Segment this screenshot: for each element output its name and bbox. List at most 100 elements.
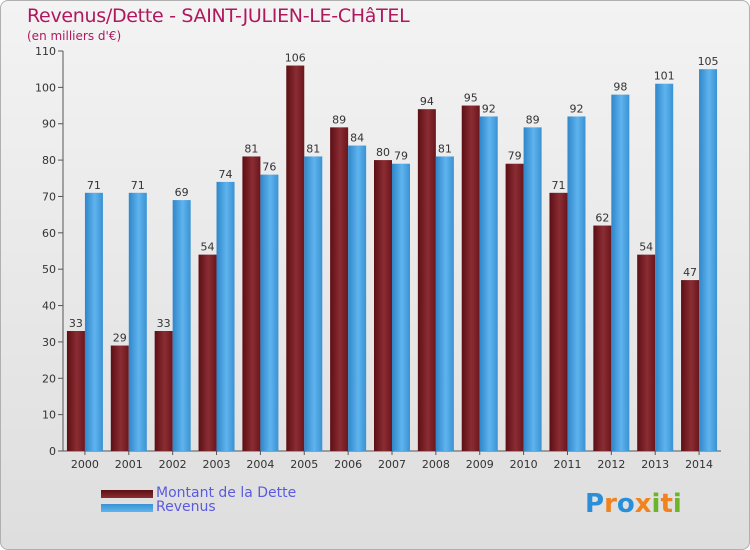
bar-revenus [435,156,454,452]
x-tick-label: 2002 [159,458,187,471]
bar-dette [110,345,129,451]
y-tick-label: 50 [42,263,56,276]
x-tick-label: 2000 [71,458,99,471]
bar-revenus [611,94,630,452]
data-label: 81 [244,142,258,155]
data-label: 33 [69,317,83,330]
legend-label-revenus: Revenus [156,499,216,515]
data-label: 95 [464,92,478,105]
bar-revenus [348,145,367,451]
data-label: 81 [306,142,320,155]
x-tick-label: 2009 [466,458,494,471]
bar-revenus [392,163,410,451]
bars [66,65,718,452]
data-label: 81 [438,142,452,155]
data-label: 79 [508,150,522,163]
logo-letter: i [672,489,682,519]
y-tick-label: 100 [35,81,56,94]
y-tick-label: 70 [42,190,56,203]
data-label: 71 [551,179,565,192]
y-tick-label: 60 [42,227,56,240]
bar-dette [461,105,480,451]
bar-revenus [172,200,191,451]
chart-subtitle: (en milliers d'€) [27,29,122,43]
bar-revenus [567,116,586,452]
logo-letter: o [616,489,635,519]
bar-revenus [699,69,718,451]
y-tick-label: 0 [49,445,56,458]
y-tick-label: 90 [42,118,56,131]
bar-dette [681,280,700,451]
y-tick-label: 20 [42,372,56,385]
y-tick-label: 30 [42,336,56,349]
data-label: 76 [262,161,276,174]
data-label: 98 [613,81,627,94]
x-tick-label: 2007 [378,458,406,471]
x-tick-label: 2012 [597,458,625,471]
legend-label-dette: Montant de la Dette [156,485,297,501]
bar-revenus [216,181,235,451]
data-label: 54 [639,241,653,254]
x-tick-label: 2008 [422,458,450,471]
data-labels: 33 71 29 71 33 69 54 74 81 76 106 81 89 84 80 79 94 81 95 9… [69,52,719,345]
x-tick-label: 2004 [246,458,274,471]
bar-dette [374,160,392,451]
bar-dette [505,163,524,451]
bar-revenus [128,192,147,451]
y-tick-label: 10 [42,409,56,422]
data-label: 106 [285,52,306,65]
bar-dette [154,331,173,451]
data-label: 92 [482,102,496,115]
bar-dette [242,156,261,452]
bar-dette [549,192,568,451]
legend-swatch-dette [101,490,153,498]
bar-dette [330,127,349,451]
bar-revenus [304,156,323,452]
bar-revenus [479,116,498,452]
data-label: 101 [654,70,675,83]
bar-dette [593,225,612,451]
bar-revenus [523,127,542,451]
data-label: 89 [332,113,346,126]
data-label: 89 [526,113,540,126]
y-tick-label: 110 [35,45,56,58]
bar-revenus [84,192,103,451]
bar-revenus [260,174,279,452]
bar-dette [286,65,305,451]
x-tick-label: 2013 [641,458,669,471]
data-label: 94 [420,95,434,108]
bar-dette [417,109,436,451]
x-tick-label: 2011 [553,458,581,471]
data-label: 33 [157,317,171,330]
data-label: 29 [113,332,127,345]
y-tick-label: 80 [42,154,56,167]
x-tick-label: 2001 [115,458,143,471]
data-label: 54 [201,241,215,254]
bar-dette [198,254,217,451]
y-tick-label: 40 [42,300,56,313]
chart-title: Revenus/Dette - SAINT-JULIEN-LE-CHâTEL [27,5,410,27]
data-label: 105 [698,55,719,68]
data-label: 47 [683,266,697,279]
data-label: 71 [87,179,101,192]
logo-letter: P [585,489,605,519]
data-label: 79 [394,150,408,163]
logo-letter: t [660,489,673,519]
bar-dette [66,331,85,451]
bar-dette [637,254,656,451]
bar-revenus [655,83,674,452]
data-label: 92 [569,102,583,115]
legend-swatch-revenus [101,504,153,512]
logo-letter: i [651,489,661,519]
data-label: 84 [350,132,364,145]
data-label: 69 [175,186,189,199]
x-tick-label: 2010 [510,458,538,471]
x-tick-label: 2006 [334,458,362,471]
x-tick-label: 2005 [290,458,318,471]
logo-letter: x [634,489,652,519]
x-tick-label: 2014 [685,458,713,471]
data-label: 71 [131,179,145,192]
data-label: 74 [219,168,233,181]
